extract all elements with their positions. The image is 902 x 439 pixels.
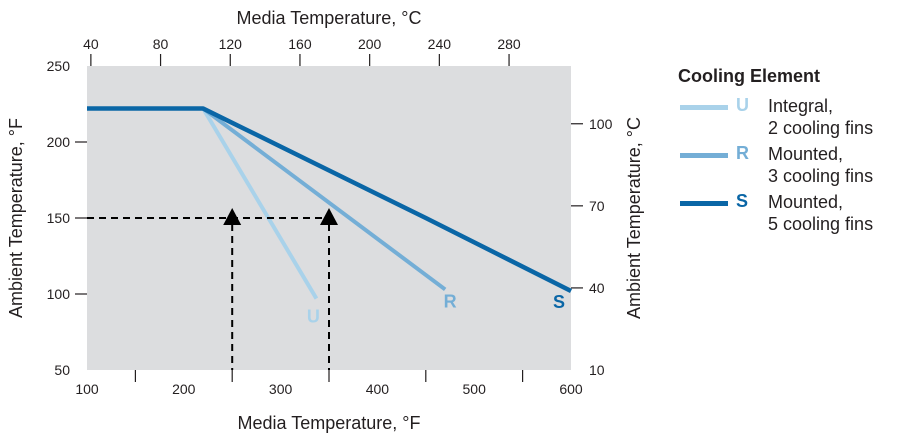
x-top-tick-label: 80 [153, 36, 169, 52]
x-top-tick-label: 280 [497, 36, 521, 52]
x-top-tick-label: 120 [219, 36, 243, 52]
legend-letter-r: R [736, 143, 749, 163]
x-tick-label: 200 [172, 381, 196, 397]
marker-triangle [223, 208, 242, 225]
y-right-tick-label: 10 [589, 362, 605, 378]
legend-letter-u: U [736, 95, 749, 115]
legend-swatch-s [680, 201, 728, 206]
legend-line2-r: 3 cooling fins [768, 166, 874, 186]
series-end-label-s: S [553, 292, 565, 312]
y-right-axis-title: Ambient Temperature, °C [624, 117, 644, 319]
legend-text-s: Mounted, 5 cooling fins [768, 191, 873, 235]
x-tick-label: 500 [463, 381, 487, 397]
legend-line1-r: Mounted, [768, 144, 844, 164]
legend-swatch-r [680, 153, 728, 158]
y-tick-label: 50 [54, 362, 70, 378]
series-line-u [201, 107, 319, 300]
series-end-label-r: R [444, 291, 457, 311]
y-right-tick-label: 100 [589, 116, 613, 132]
x-top-tick-label: 160 [288, 36, 312, 52]
x-tick-label: 300 [269, 381, 293, 397]
x-tick-label: 600 [559, 381, 583, 397]
legend-title: Cooling Element [678, 66, 821, 86]
series-end-label-u: U [307, 307, 320, 327]
x-tick-label: 100 [75, 381, 99, 397]
legend-line2-u: 2 cooling fins [768, 118, 874, 138]
x-top-axis-title: Media Temperature, °C [237, 8, 422, 28]
legend-item-u: U Integral, 2 cooling fins [678, 95, 898, 143]
legend-letter-s: S [736, 191, 749, 211]
legend-line2-s: 5 cooling fins [768, 214, 874, 234]
legend: Cooling Element U Integral, 2 cooling fi… [678, 66, 898, 239]
marker-triangle [320, 208, 338, 225]
legend-item-r: R Mounted, 3 cooling fins [678, 143, 898, 191]
y-right-tick-label: 40 [589, 280, 605, 296]
legend-text-r: Mounted, 3 cooling fins [768, 143, 873, 187]
x-top-tick-label: 240 [428, 36, 452, 52]
legend-text-u: Integral, 2 cooling fins [768, 95, 873, 139]
y-tick-label: 200 [47, 134, 71, 150]
y-tick-label: 250 [47, 58, 71, 74]
y-axis-title: Ambient Temperature, °F [6, 118, 26, 318]
y-tick-label: 150 [47, 210, 71, 226]
y-tick-label: 100 [47, 286, 71, 302]
series-line-r [201, 106, 447, 292]
y-right-tick-label: 70 [589, 198, 605, 214]
legend-line1-s: Mounted, [768, 192, 844, 212]
x-tick-label: 400 [366, 381, 390, 397]
legend-swatch-u [680, 105, 728, 110]
x-top-tick-label: 40 [83, 36, 99, 52]
series-line-s [87, 106, 573, 293]
x-top-tick-label: 200 [358, 36, 382, 52]
legend-item-s: S Mounted, 5 cooling fins [678, 191, 898, 239]
x-axis-title: Media Temperature, °F [238, 413, 421, 433]
legend-line1-u: Integral, [768, 96, 834, 116]
